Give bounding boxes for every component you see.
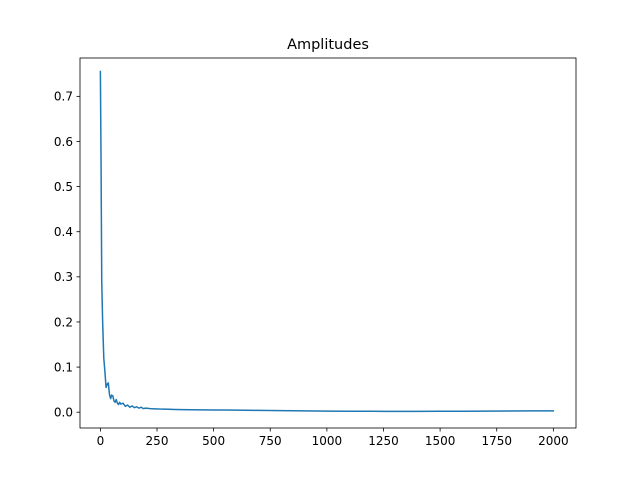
y-tick-label: 0.1: [54, 360, 73, 374]
x-tick-label: 0: [97, 434, 105, 448]
series-line: [99, 70, 555, 413]
y-tick-label: 0.7: [54, 90, 73, 104]
x-tick-label: 500: [202, 434, 225, 448]
x-tick-label: 1750: [481, 434, 512, 448]
x-tick-label: 1250: [368, 434, 399, 448]
plot-frame: [79, 57, 577, 429]
plot-background: [80, 58, 576, 428]
series-layer: [99, 70, 555, 413]
y-tick-label: 0.6: [54, 135, 73, 149]
y-tick-label: 0.0: [54, 406, 73, 420]
x-tick-label: 250: [146, 434, 169, 448]
x-tick-label: 1500: [425, 434, 456, 448]
y-tick-label: 0.4: [54, 225, 73, 239]
y-axis: 0.0 0.1 0.2 0.3 0.4 0.5 0.6 0.7: [54, 90, 80, 420]
y-tick-label: 0.5: [54, 180, 73, 194]
x-axis: 0 250 500 750 1000 1250 1500 1750 2000: [97, 428, 569, 448]
chart-title: Amplitudes: [287, 37, 369, 53]
y-tick-label: 0.3: [54, 270, 73, 284]
x-tick-label: 2000: [538, 434, 569, 448]
x-tick-label: 1000: [312, 434, 343, 448]
y-tick-label: 0.2: [54, 315, 73, 329]
x-tick-label: 750: [259, 434, 282, 448]
